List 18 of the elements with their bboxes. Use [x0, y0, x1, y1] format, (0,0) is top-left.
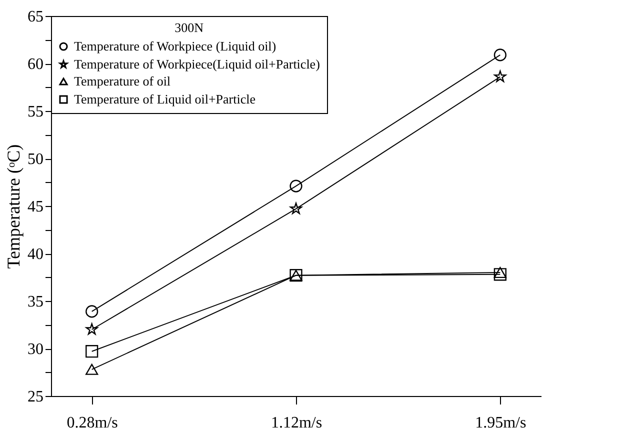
legend-label: Temperature of Workpiece (Liquid oil): [74, 38, 276, 54]
y-tick-label: 50: [28, 151, 44, 168]
y-axis-title: Temperature (ᵒC): [4, 144, 24, 269]
y-tick-label: 25: [28, 388, 44, 406]
x-tick-label: 1.95m/s: [475, 414, 526, 432]
y-tick-label: 65: [28, 8, 44, 26]
y-tick-label: 45: [28, 198, 44, 216]
y-tick-label: 60: [28, 56, 44, 73]
y-tick-label: 30: [28, 341, 44, 358]
y-tick-label: 55: [28, 104, 44, 120]
legend-label: Temperature of oil: [74, 74, 171, 88]
legend-label: Temperature of Workpiece(Liquid oil+Particle): [74, 56, 320, 72]
y-tick-label: 40: [28, 246, 44, 263]
x-tick-label: 1.12m/s: [270, 414, 322, 432]
legend-label: Temperature of Liquid oil+Particle: [74, 92, 256, 106]
x-tick-label: 0.28m/s: [66, 414, 118, 432]
legend-title: 300N: [174, 20, 204, 35]
y-tick-label: 35: [28, 294, 44, 310]
